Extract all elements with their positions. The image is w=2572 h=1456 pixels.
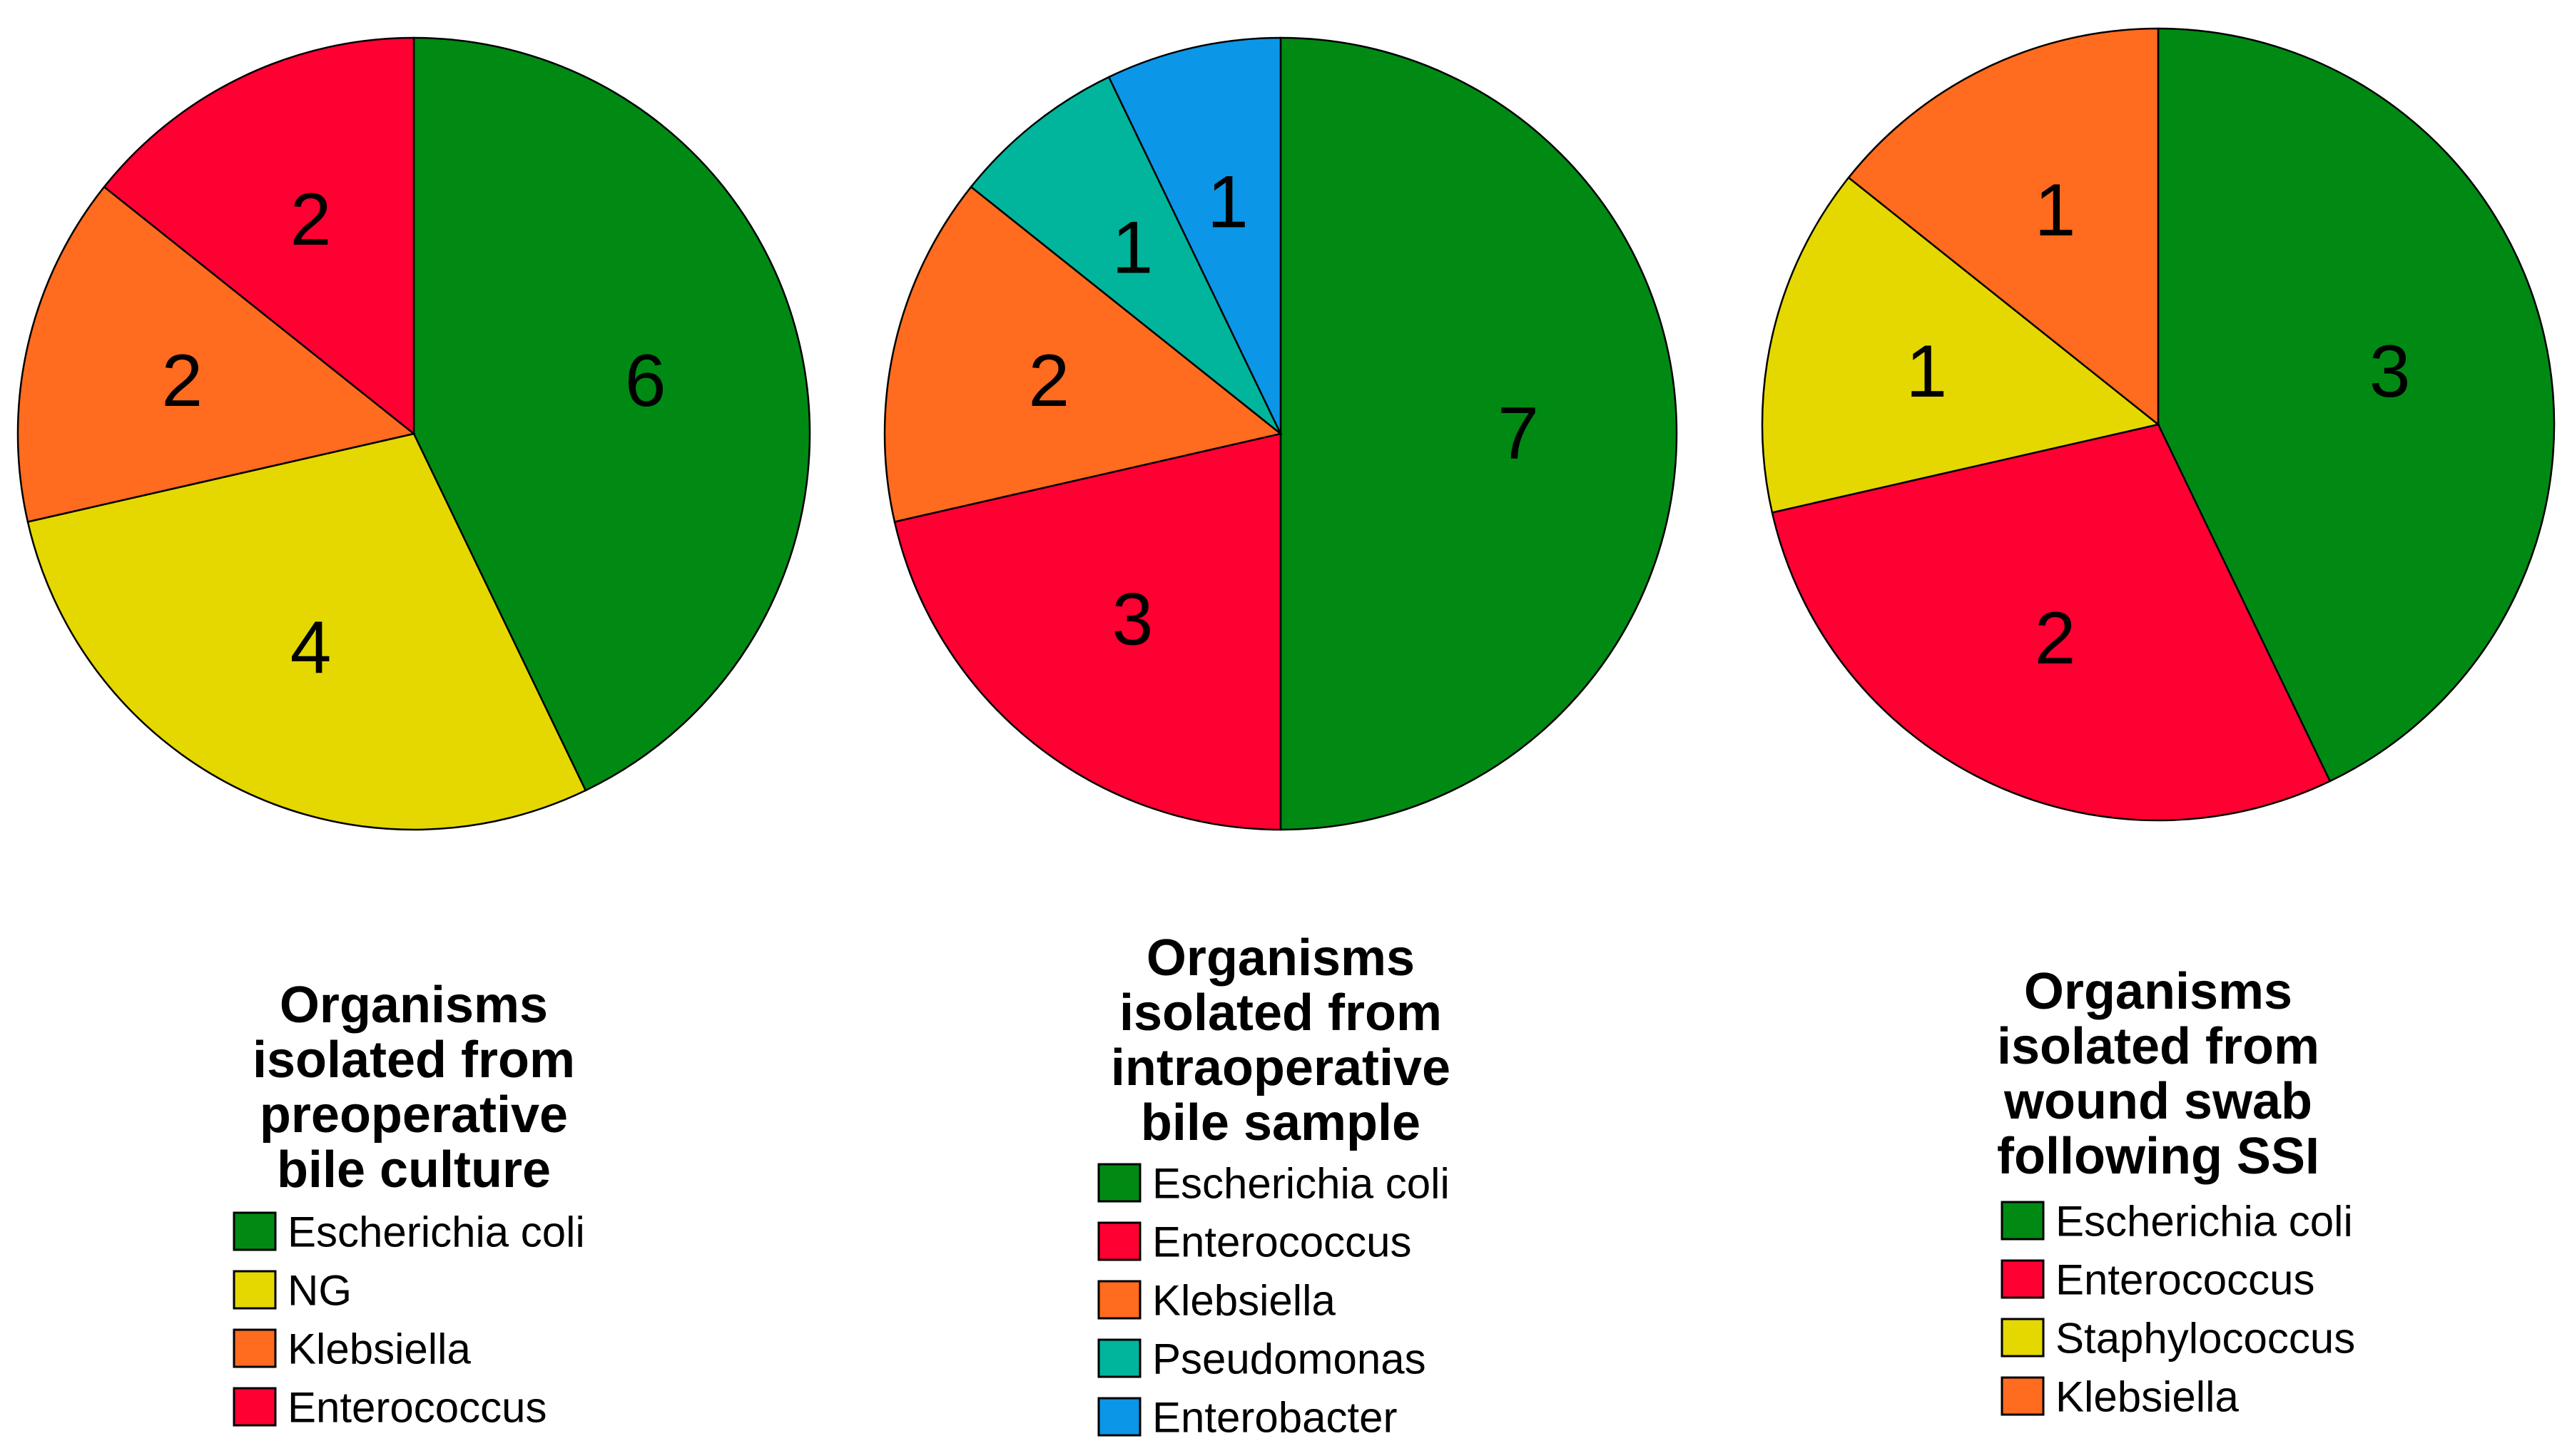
pie-slice-enterococcus — [893, 432, 1282, 831]
pie-slice-escherichia-coli — [2157, 27, 2556, 783]
chart-title-line: intraoperative — [1111, 1039, 1450, 1096]
legend-label: Enterobacter — [1152, 1394, 1398, 1442]
legend-swatch — [233, 1387, 277, 1427]
pie-slice-klebsiella — [883, 185, 1283, 523]
pie-slice-staphylococcus — [1761, 176, 2160, 514]
legend-swatch — [1097, 1221, 1142, 1261]
chart-title-line: isolated from — [253, 1032, 575, 1089]
slice-value-label: 1 — [1207, 161, 1249, 243]
legend-swatch — [2001, 1376, 2045, 1416]
pie-slice-enterobacter — [1107, 36, 1282, 434]
chart-title-line: following SSI — [1997, 1128, 2319, 1185]
slice-value-label: 1 — [1112, 207, 1153, 290]
slice-value-label: 3 — [1112, 578, 1153, 661]
chart-title-line: Organisms — [280, 977, 548, 1034]
legend-swatch — [2001, 1259, 2045, 1299]
legend-label: Pseudomonas — [1152, 1335, 1426, 1383]
legend-swatch — [1097, 1397, 1142, 1437]
pie-slice-escherichia-coli — [1279, 36, 1678, 831]
slice-value-label: 2 — [290, 178, 332, 261]
legend-label: Escherichia coli — [2055, 1198, 2353, 1246]
slice-value-label: 2 — [2035, 597, 2076, 680]
legend-swatch — [2001, 1201, 2045, 1241]
legend-label: Enterococcus — [1152, 1218, 1412, 1266]
chart-title-line: Organisms — [1147, 930, 1415, 987]
legend-swatch — [2001, 1318, 2045, 1358]
pie-slice-klebsiella — [1847, 27, 2160, 427]
legend-swatch — [1097, 1163, 1142, 1203]
pie-slice-enterococcus — [103, 36, 415, 436]
legend-swatch — [233, 1270, 277, 1310]
legend-label: Enterococcus — [288, 1384, 547, 1432]
legend-swatch — [233, 1211, 277, 1251]
legend-label: Klebsiella — [1152, 1277, 1336, 1325]
legend-swatch — [1097, 1338, 1142, 1378]
legend-label: Klebsiella — [288, 1325, 471, 1373]
pie-slice-ng — [26, 432, 587, 831]
legend-swatch — [1097, 1280, 1142, 1320]
legend-label: Escherichia coli — [1152, 1160, 1450, 1208]
chart-title-line: bile culture — [277, 1141, 551, 1198]
legend-swatch — [233, 1328, 277, 1368]
pie-slice-klebsiella — [16, 185, 416, 523]
chart-title-line: wound swab — [2003, 1073, 2312, 1130]
chart-title-line: bile sample — [1141, 1094, 1420, 1151]
slice-value-label: 1 — [1906, 330, 1947, 413]
chart-title-line: isolated from — [1119, 984, 1442, 1042]
legend-label: Klebsiella — [2055, 1373, 2239, 1421]
slice-value-label: 7 — [1498, 392, 1539, 475]
pie-slice-enterococcus — [1771, 423, 2332, 822]
slice-value-label: 4 — [290, 606, 332, 689]
slice-value-label: 3 — [2369, 330, 2411, 413]
slice-value-label: 2 — [161, 340, 203, 422]
chart-title-line: isolated from — [1997, 1018, 2319, 1075]
pie-slice-pseudomonas — [970, 76, 1282, 434]
chart-title-line: preoperative — [260, 1086, 568, 1144]
slice-value-label: 6 — [625, 340, 666, 422]
legend-label: NG — [288, 1267, 352, 1315]
slice-value-label: 1 — [2035, 169, 2076, 252]
legend-label: Enterococcus — [2055, 1256, 2315, 1304]
slice-value-label: 2 — [1028, 340, 1069, 422]
legend-label: Escherichia coli — [288, 1208, 585, 1256]
pie-slice-escherichia-coli — [412, 36, 811, 792]
chart-title-line: Organisms — [2024, 963, 2292, 1020]
legend-label: Staphylococcus — [2055, 1315, 2355, 1363]
